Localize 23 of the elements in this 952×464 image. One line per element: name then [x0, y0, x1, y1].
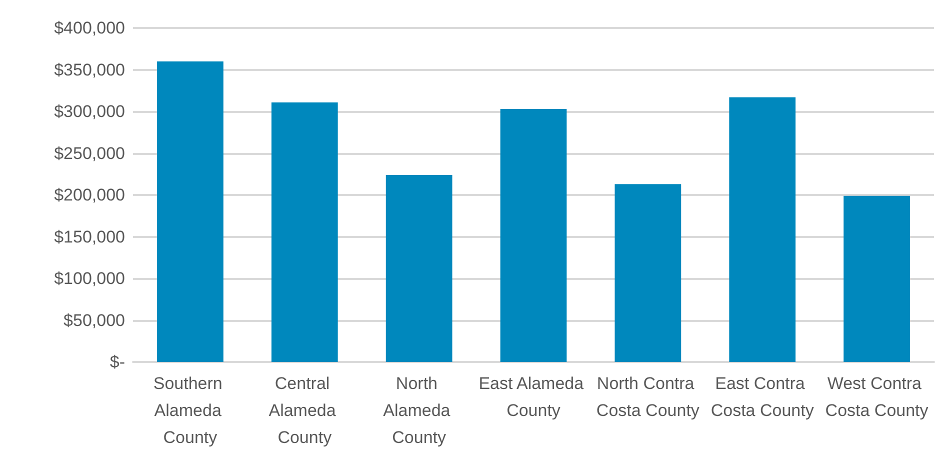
y-tick-label: $400,000 [54, 18, 125, 38]
x-tick-label: Southern Alameda County [153, 374, 228, 447]
y-tick-label: $350,000 [54, 60, 125, 80]
bar [614, 184, 682, 362]
bar [500, 108, 567, 362]
y-tick-label: $200,000 [54, 186, 125, 204]
y-tick-label: $- [110, 352, 125, 372]
bar [157, 61, 224, 362]
bar [729, 97, 796, 362]
bar [271, 102, 338, 362]
y-tick-label: $250,000 [54, 144, 125, 163]
x-tick-label: West Contra Costa County [825, 374, 929, 420]
y-tick-label: $50,000 [64, 310, 125, 330]
x-tick-label: North Contra Costa County [596, 374, 700, 420]
x-tick-label: East Alameda County [478, 374, 588, 420]
x-tick-label: North Alameda County [383, 374, 455, 447]
x-tick-label: East Contra Costa County [710, 374, 814, 420]
bar [386, 174, 452, 362]
y-tick-label: $100,000 [54, 269, 125, 288]
bar [844, 196, 910, 362]
y-tick-label: $300,000 [54, 102, 125, 121]
x-tick-label: Central Alameda County [268, 374, 341, 447]
y-tick-label: $150,000 [54, 227, 125, 246]
